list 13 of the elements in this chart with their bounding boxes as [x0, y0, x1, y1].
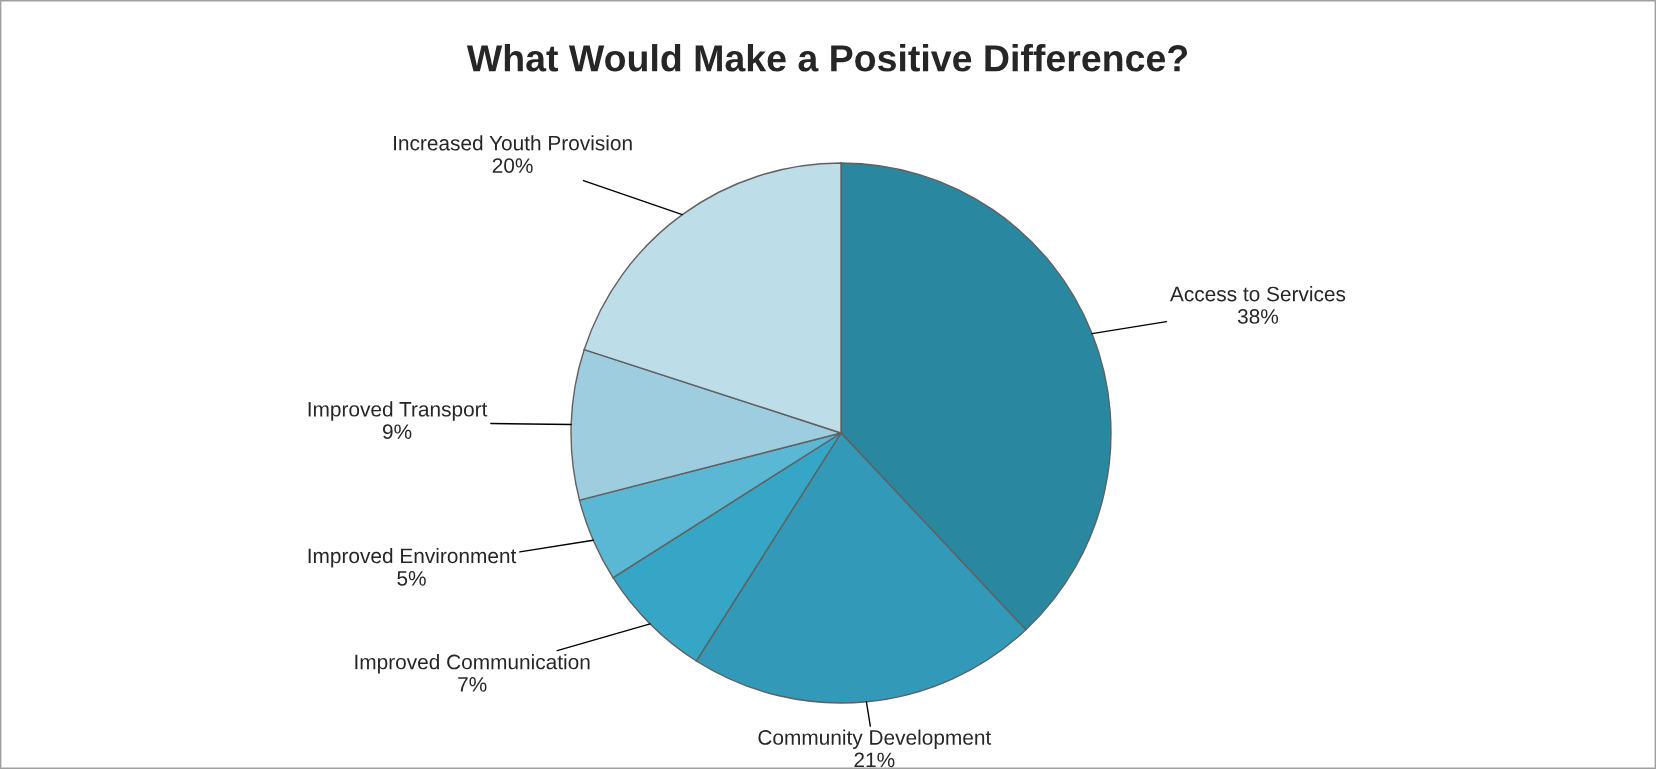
slice-label: Improved Communication: [355, 654, 590, 674]
data-label: 9%: [382, 424, 412, 440]
data-label: 7%: [458, 677, 487, 692]
slice-label: Improved Transport: [308, 401, 488, 421]
data-label: 5%: [397, 571, 426, 586]
data-label: 38%: [1237, 309, 1279, 324]
slice-label: Community Development: [758, 729, 992, 749]
chart-title: What Would Make a Positive Difference?: [466, 44, 1188, 72]
slice-label: Improved Environment: [308, 547, 517, 568]
data-label: 20%: [492, 158, 533, 173]
slice-label: Access to Services: [1170, 286, 1346, 302]
slice-label: Increased Youth Provision: [394, 135, 632, 151]
data-label: 21%: [854, 752, 895, 768]
